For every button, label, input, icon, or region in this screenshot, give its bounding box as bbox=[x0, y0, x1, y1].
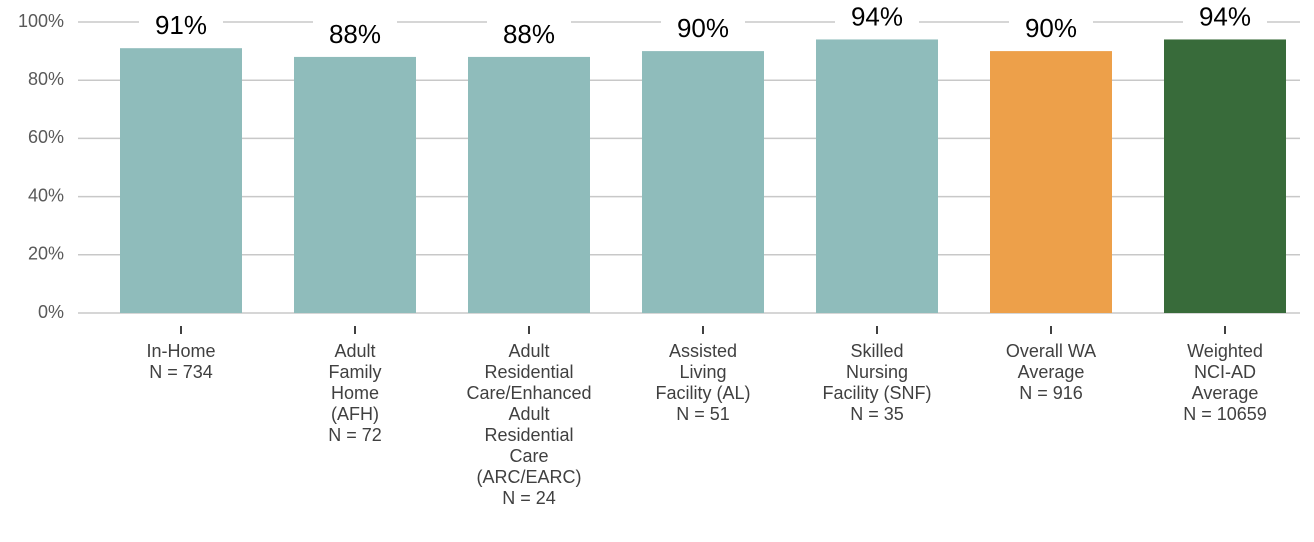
x-tick-label: N = 916 bbox=[1019, 383, 1083, 403]
bar bbox=[120, 48, 242, 313]
x-tick-label: Living bbox=[679, 362, 726, 382]
x-tick-label: Care/Enhanced bbox=[466, 383, 591, 403]
x-tick-label: Facility (AL) bbox=[655, 383, 750, 403]
y-tick-label: 40% bbox=[28, 185, 64, 205]
bar bbox=[294, 56, 416, 314]
x-tick-label: Facility (SNF) bbox=[823, 383, 932, 403]
y-tick-label: 100% bbox=[18, 11, 64, 31]
bar bbox=[468, 56, 590, 314]
x-tick-label: Nursing bbox=[846, 362, 908, 382]
value-label: 91% bbox=[155, 10, 207, 40]
x-tick-label: Adult bbox=[508, 341, 549, 361]
x-tick-label: In-Home bbox=[146, 341, 215, 361]
x-tick-label: Adult bbox=[334, 341, 375, 361]
value-label-bg bbox=[139, 12, 223, 43]
value-label-bg bbox=[661, 15, 745, 46]
x-tick-label: N = 51 bbox=[676, 404, 730, 424]
value-label-bg bbox=[1183, 3, 1267, 34]
value-label: 94% bbox=[851, 1, 903, 31]
bar bbox=[1164, 39, 1286, 314]
value-label: 94% bbox=[1199, 1, 1251, 31]
x-tick-label: N = 72 bbox=[328, 425, 382, 445]
value-label-bg bbox=[1009, 15, 1093, 46]
x-tick-label: Average bbox=[1018, 362, 1085, 382]
value-label: 88% bbox=[329, 19, 381, 49]
value-label-bg bbox=[487, 20, 571, 51]
y-tick-label: 20% bbox=[28, 244, 64, 264]
x-tick-label: Adult bbox=[508, 404, 549, 424]
x-tick-label: N = 35 bbox=[850, 404, 904, 424]
x-tick-label: Average bbox=[1192, 383, 1259, 403]
y-tick-label: 0% bbox=[38, 302, 64, 322]
x-tick-label: (ARC/EARC) bbox=[476, 467, 581, 487]
x-tick-label: Skilled bbox=[850, 341, 903, 361]
x-tick-label: N = 10659 bbox=[1183, 404, 1267, 424]
x-tick-label: Home bbox=[331, 383, 379, 403]
bar bbox=[816, 39, 938, 314]
x-tick-label: Assisted bbox=[669, 341, 737, 361]
value-label: 88% bbox=[503, 19, 555, 49]
value-label-bg bbox=[313, 20, 397, 51]
value-label: 90% bbox=[677, 13, 729, 43]
x-tick-label: N = 734 bbox=[149, 362, 213, 382]
value-label: 90% bbox=[1025, 13, 1077, 43]
x-tick-label: Weighted bbox=[1187, 341, 1263, 361]
x-tick-label: Residential bbox=[484, 425, 573, 445]
y-tick-label: 60% bbox=[28, 127, 64, 147]
x-tick-label: Residential bbox=[484, 362, 573, 382]
x-tick-label: Family bbox=[329, 362, 382, 382]
bar bbox=[990, 51, 1112, 313]
x-tick-label: Overall WA bbox=[1006, 341, 1096, 361]
x-tick-label: Care bbox=[509, 446, 548, 466]
y-tick-label: 80% bbox=[28, 69, 64, 89]
x-tick-label: NCI-AD bbox=[1194, 362, 1256, 382]
x-tick-label: (AFH) bbox=[331, 404, 379, 424]
x-tick-label: N = 24 bbox=[502, 488, 556, 508]
bar bbox=[642, 51, 764, 313]
value-label-bg bbox=[835, 3, 919, 34]
